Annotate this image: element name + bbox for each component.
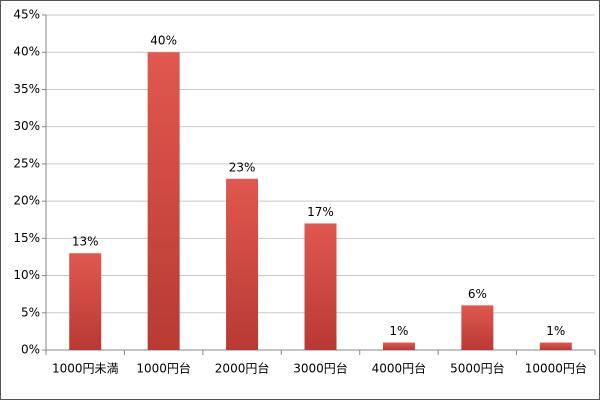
data-label: 23% (229, 160, 256, 174)
data-label: 1% (389, 324, 408, 338)
bar (147, 52, 180, 350)
x-tick-label: 1000円台 (136, 361, 191, 376)
data-label: 17% (307, 205, 334, 219)
x-tick-label: 4000円台 (372, 361, 427, 376)
bar (304, 223, 337, 350)
y-tick-label: 40% (13, 45, 40, 59)
x-tick-label: 1000円未満 (52, 362, 119, 376)
y-tick-label: 45% (13, 8, 40, 22)
bar (461, 305, 494, 350)
y-tick-label: 20% (13, 194, 40, 208)
y-tick-label: 0% (21, 343, 40, 357)
y-tick-label: 5% (21, 305, 40, 319)
y-tick-label: 25% (13, 156, 40, 170)
y-tick-label: 30% (13, 119, 40, 133)
bar (539, 342, 572, 350)
y-tick-label: 10% (13, 268, 40, 282)
y-tick-label: 35% (13, 82, 40, 96)
data-label: 40% (150, 34, 177, 48)
x-tick-label: 2000円台 (215, 361, 270, 376)
x-tick-label: 5000円台 (450, 361, 505, 376)
x-tick-label: 3000円台 (293, 361, 348, 376)
bar (69, 253, 102, 350)
y-tick-label: 15% (13, 231, 40, 245)
x-tick-label: 10000円台 (525, 361, 587, 376)
data-label: 13% (72, 235, 99, 249)
data-label: 6% (468, 287, 487, 301)
bar (226, 178, 259, 350)
bar (382, 342, 415, 350)
data-label: 1% (546, 324, 565, 338)
